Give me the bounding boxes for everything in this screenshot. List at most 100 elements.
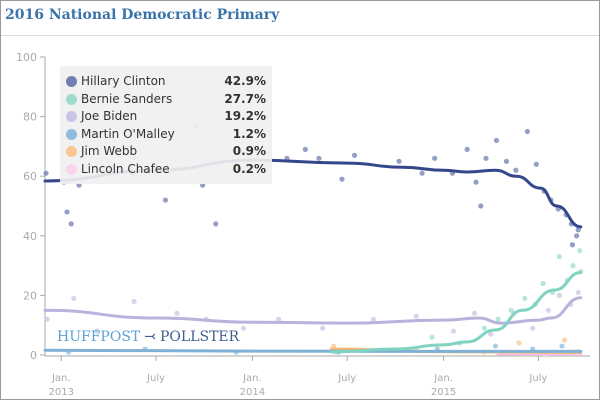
poll-point — [464, 146, 470, 152]
legend-color-icon — [66, 76, 77, 87]
poll-point — [94, 328, 100, 334]
chart-legend: Hillary Clinton 42.9% Bernie Sanders 27.7% J… — [60, 66, 272, 184]
poll-point — [577, 248, 583, 254]
swoosh-icon: ⤙ — [144, 329, 156, 345]
poll-point — [556, 292, 562, 298]
poll-point — [131, 298, 137, 304]
x-tick-label: Jan. — [51, 373, 71, 384]
x-tick-label: July — [528, 373, 547, 384]
legend-name: Martin O'Malley — [81, 126, 175, 141]
poll-point — [413, 313, 419, 319]
poll-point — [575, 289, 581, 296]
poll-point — [483, 155, 489, 161]
y-tick-label: 0 — [30, 349, 37, 362]
legend-value: 19.2% — [224, 109, 266, 124]
poll-point — [508, 307, 514, 313]
poll-point — [559, 343, 565, 349]
poll-point — [174, 310, 180, 316]
legend-item: Lincoln Chafee 0.2% — [66, 161, 266, 179]
poll-point — [481, 325, 488, 331]
poll-point — [516, 340, 522, 346]
poll-point — [71, 295, 77, 301]
poll-point — [213, 221, 219, 227]
poll-point — [569, 242, 576, 248]
poll-point — [351, 152, 358, 158]
legend-value: 0.9% — [232, 144, 266, 159]
legend-name: Lincoln Chafee — [81, 162, 170, 176]
poll-point — [493, 137, 500, 144]
poll-point — [524, 128, 530, 135]
poll-point — [570, 263, 576, 269]
huffpost-pollster-logo: HUFFPOST ⤙ POLLSTER — [57, 329, 239, 345]
poll-point — [492, 343, 499, 349]
legend-item: Martin O'Malley 1.2% — [66, 126, 266, 144]
poll-point — [162, 197, 169, 203]
legend-name: Jim Webb — [81, 144, 138, 159]
poll-point — [44, 316, 50, 322]
poll-point — [545, 307, 551, 313]
poll-point — [302, 146, 308, 152]
legend-color-icon — [66, 111, 77, 123]
trend-line-joe-biden — [43, 296, 583, 325]
x-tick-label: Jan. — [433, 373, 453, 384]
title-divider — [1, 35, 599, 36]
logo-pollster: POLLSTER — [160, 329, 240, 345]
poll-point — [561, 337, 568, 343]
poll-point — [574, 233, 580, 239]
y-tick-label: 20 — [23, 289, 37, 302]
legend-value: 27.7% — [224, 91, 266, 106]
legend-item: Hillary Clinton 42.9% — [66, 73, 266, 91]
y-tick-label: 40 — [23, 230, 37, 243]
poll-point — [429, 334, 435, 340]
poll-point — [330, 343, 337, 349]
legend-name: Joe Biden — [81, 109, 138, 124]
poll-point — [43, 170, 49, 176]
legend-color-icon — [66, 164, 77, 175]
poll-point — [339, 176, 345, 182]
poll-point — [432, 155, 438, 161]
poll-point — [503, 158, 510, 164]
legend-value: 1.2% — [232, 126, 266, 141]
poll-point — [540, 280, 546, 287]
legend-color-icon — [66, 93, 77, 105]
poll-point — [471, 310, 478, 316]
poll-point — [240, 325, 247, 331]
trend-line-bernie-sanders — [329, 270, 583, 354]
trend-line-martin-o-malley — [43, 348, 583, 353]
y-tick-label: 60 — [23, 170, 37, 183]
chart-title: 2016 National Democratic Primary — [5, 7, 280, 23]
legend-item: Bernie Sanders 27.7% — [66, 91, 266, 109]
legend-item: Jim Webb 0.9% — [66, 143, 266, 161]
legend-value: 42.9% — [224, 74, 266, 88]
poll-point — [473, 179, 479, 185]
x-tick-label: July — [146, 373, 165, 384]
poll-point — [396, 158, 402, 164]
legend-name: Bernie Sanders — [81, 91, 173, 106]
logo-huffpost: HUFFPOST — [57, 329, 141, 345]
x-tick-year: 2015 — [431, 387, 456, 398]
legend-item: Joe Biden 19.2% — [66, 108, 266, 126]
x-tick-label: Jan. — [242, 373, 262, 384]
poll-point — [556, 254, 562, 260]
x-tick-year: 2013 — [49, 387, 74, 398]
poll-point — [575, 227, 581, 233]
poll-point — [319, 325, 326, 331]
poll-point — [488, 331, 494, 337]
legend-name: Hillary Clinton — [81, 74, 166, 88]
poll-point — [370, 316, 376, 322]
poll-point — [450, 328, 457, 334]
poll-point — [533, 161, 539, 167]
legend-value: 0.2% — [232, 162, 266, 176]
poll-point — [275, 316, 282, 322]
poll-point — [68, 221, 74, 227]
y-tick-label: 100 — [16, 51, 37, 64]
y-tick-label: 80 — [23, 111, 37, 124]
poll-point — [530, 325, 536, 331]
poll-point — [64, 209, 70, 215]
poll-point — [495, 316, 501, 322]
legend-color-icon — [66, 146, 77, 158]
poll-point — [478, 203, 484, 209]
poll-point — [419, 170, 425, 176]
poll-point — [316, 155, 322, 161]
legend-color-icon — [66, 128, 77, 140]
